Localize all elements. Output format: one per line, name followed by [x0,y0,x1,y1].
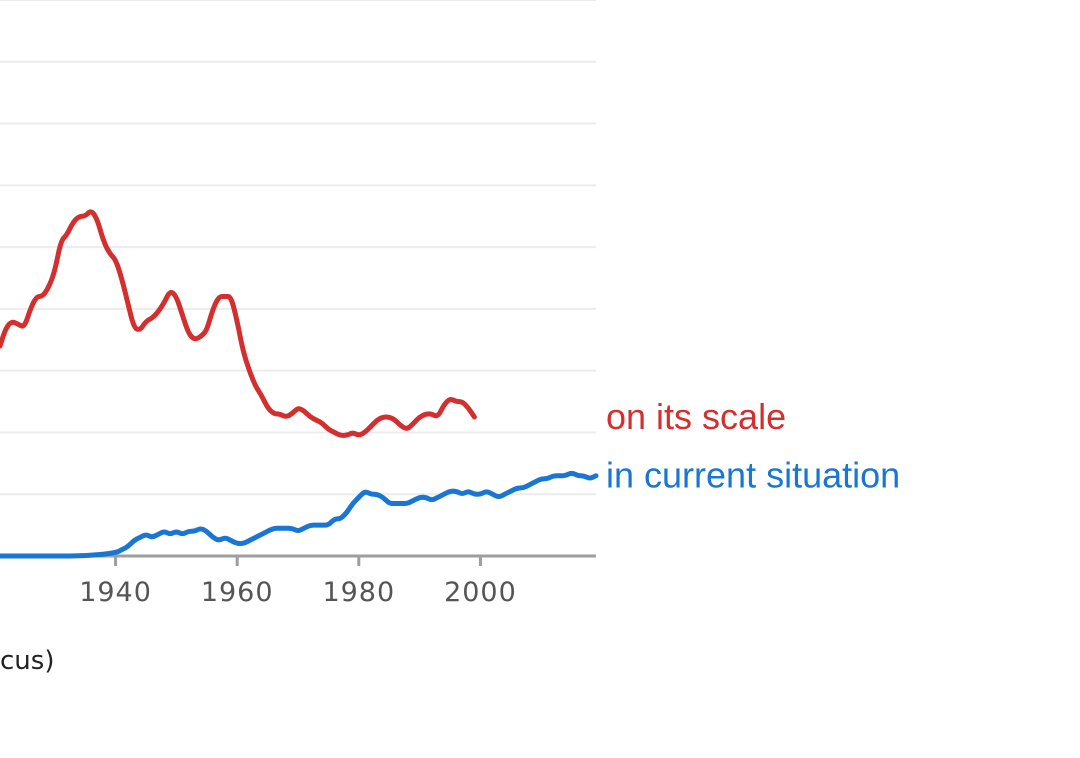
x-tick-label: 2000 [444,577,517,608]
series-label-1: in current situation [606,455,900,496]
x-axis-ticks: 1940 1960 1980 2000 [79,556,517,608]
gridlines [0,0,596,496]
series-line-0 [0,209,477,438]
x-tick-label: 1980 [322,577,395,608]
series-lines [0,209,599,559]
x-tick-label: 1960 [201,577,274,608]
series-label-0: on its scale [606,396,786,437]
x-tick-label: 1940 [79,577,152,608]
series-labels: on its scale in current situation [606,396,900,496]
ngram-line-chart: 1940 1960 1980 2000 on its scale in current … [0,0,900,608]
series-line-1 [0,470,599,559]
axis-caption: cus) [0,646,55,676]
